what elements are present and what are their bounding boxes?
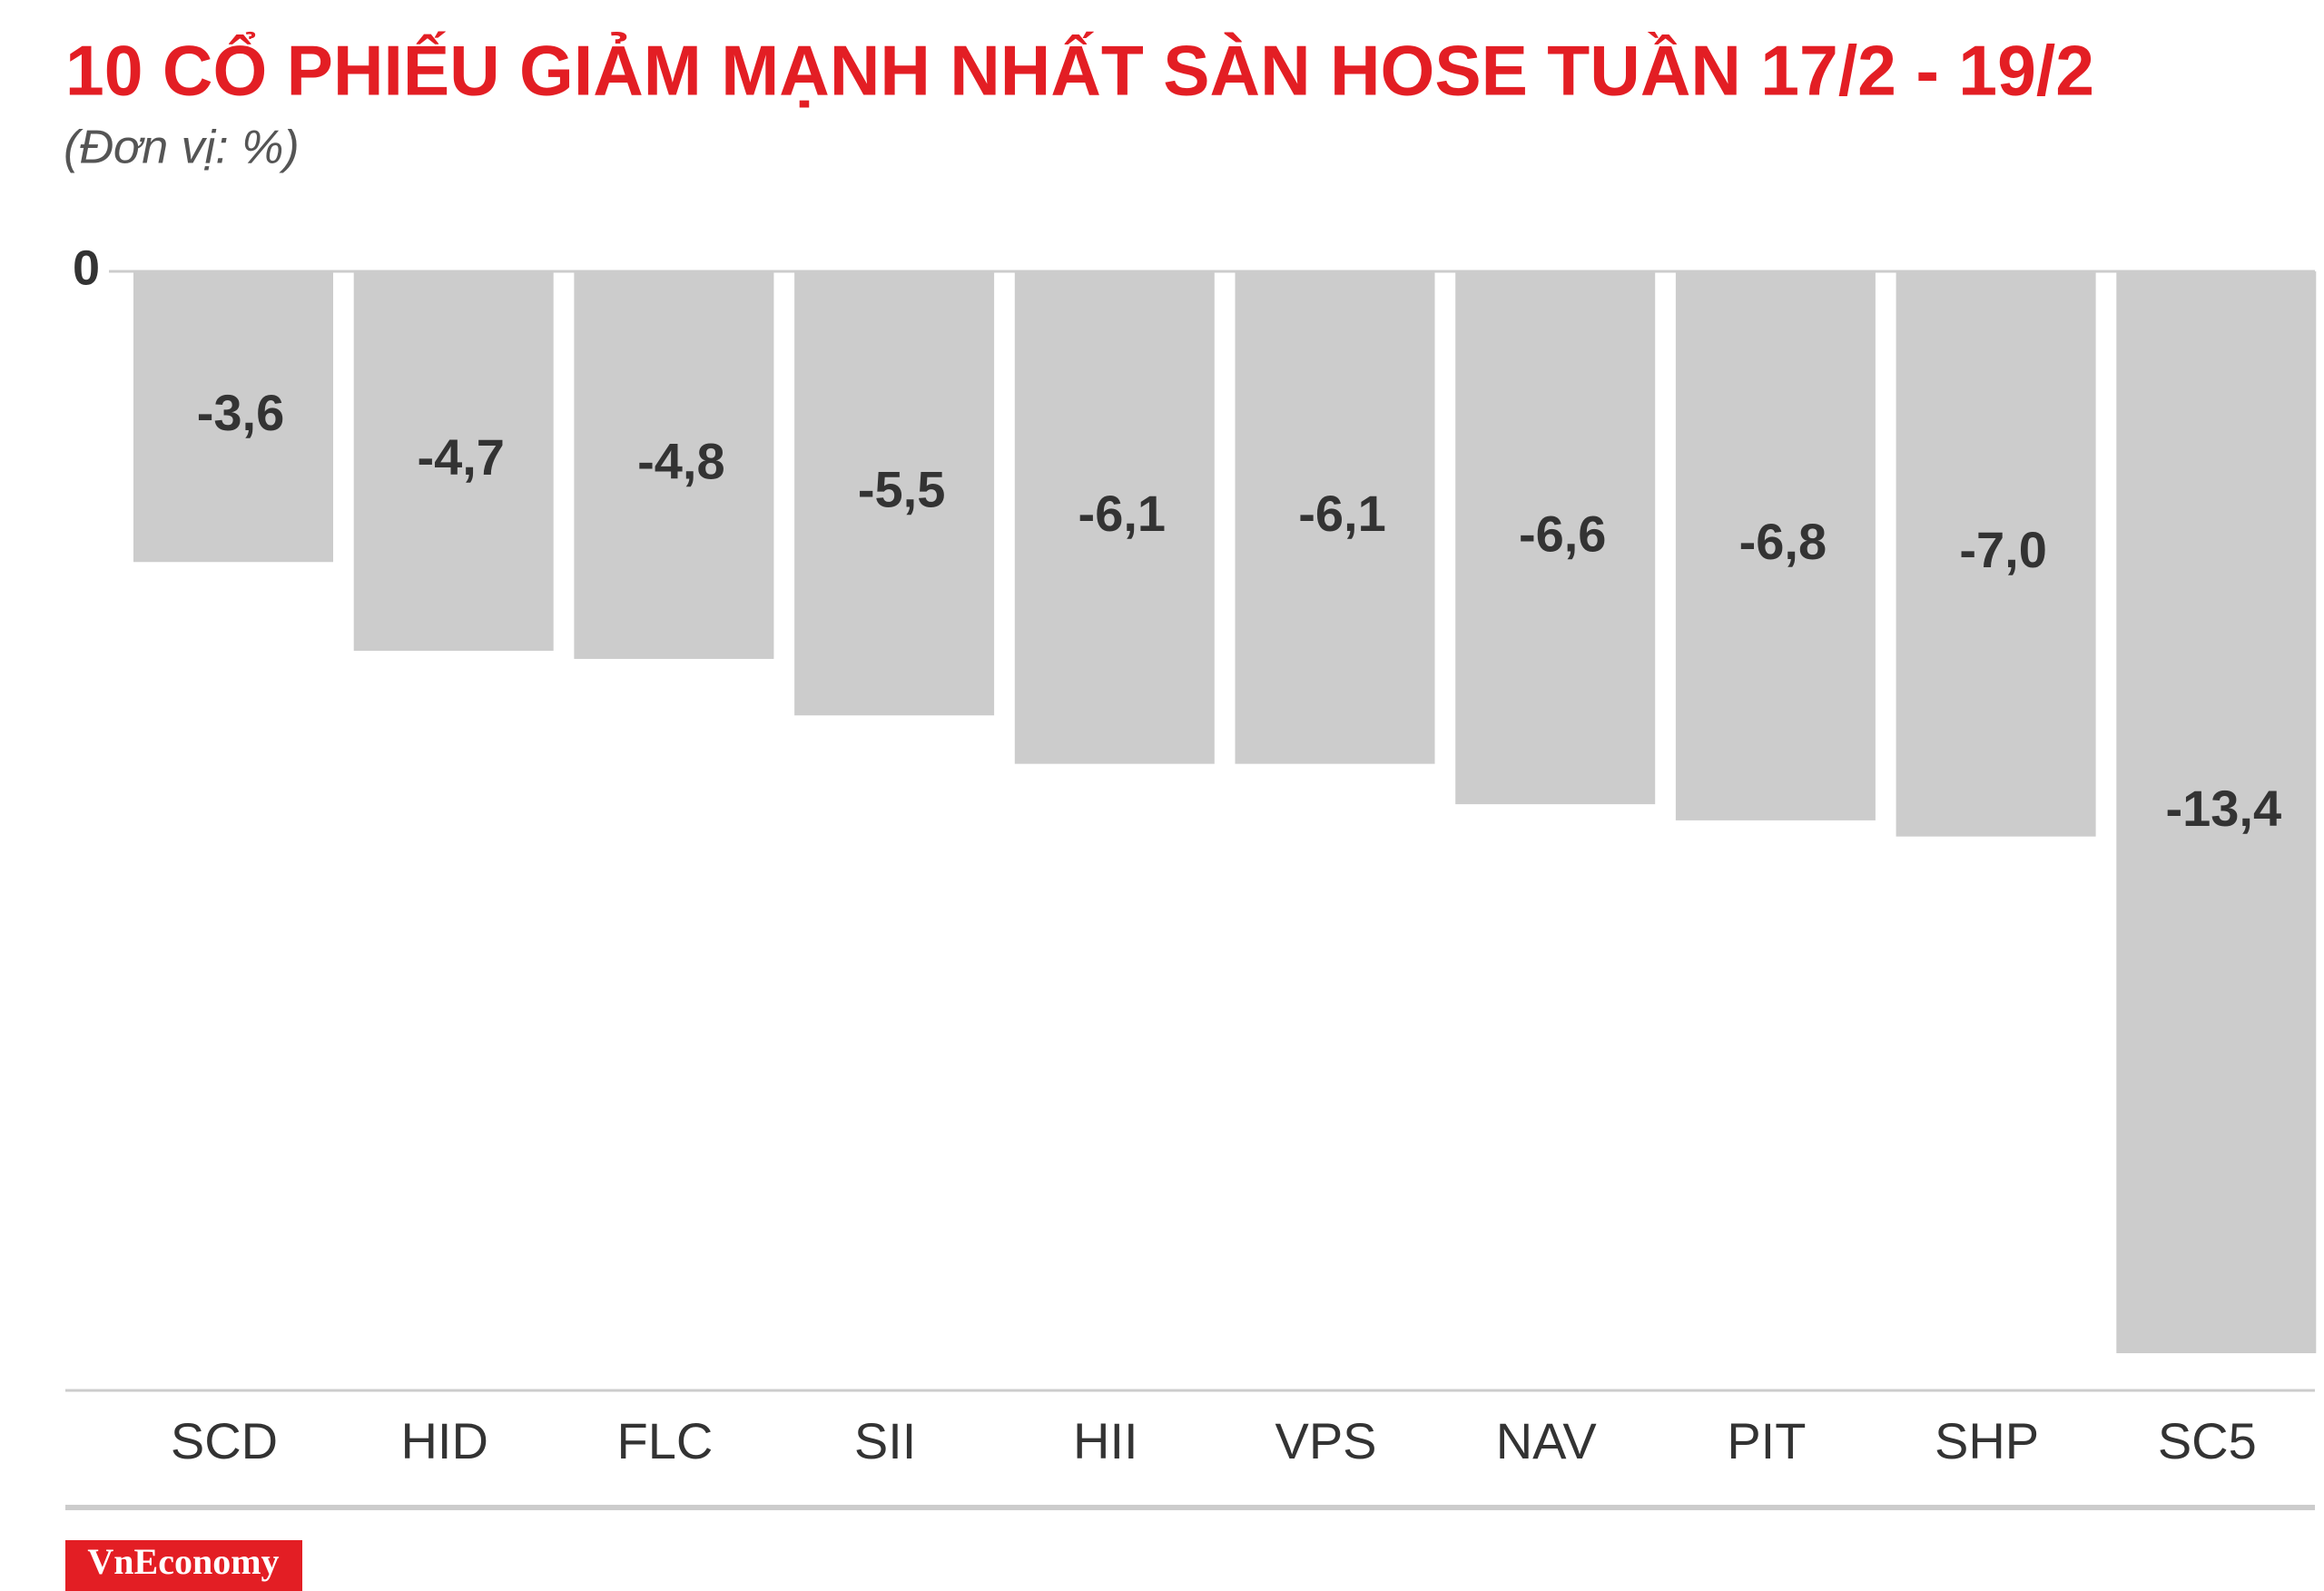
x-tick-label: SC5	[2158, 1412, 2257, 1469]
y-tick-label: 0	[73, 241, 100, 295]
bar	[1235, 271, 1435, 764]
value-label: -4,8	[637, 432, 725, 489]
bar	[1896, 271, 2096, 837]
x-tick-label: SHP	[1935, 1412, 2039, 1469]
bar	[794, 271, 995, 716]
value-label: -6,8	[1739, 513, 1827, 570]
chart-title: 10 CỔ PHIẾU GIẢM MẠNH NHẤT SÀN HOSE TUẦN…	[65, 31, 2094, 111]
bar	[133, 271, 333, 563]
value-label: -13,4	[2165, 780, 2281, 837]
x-tick-label: FLC	[617, 1412, 714, 1469]
logo: VnEconomy	[87, 1541, 279, 1582]
bar	[574, 271, 774, 659]
bar	[2116, 271, 2317, 1353]
bar	[1455, 271, 1656, 805]
bar	[1014, 271, 1215, 764]
x-tick-label: HII	[1073, 1412, 1138, 1469]
value-label: -6,6	[1519, 505, 1607, 562]
logo-box	[65, 1540, 302, 1591]
value-label: -6,1	[1078, 485, 1167, 542]
bar	[353, 271, 554, 652]
x-tick-label: HID	[400, 1412, 487, 1469]
value-label: -4,7	[417, 428, 505, 486]
chart-subtitle: (Đơn vị: %)	[64, 122, 300, 174]
value-label: -5,5	[858, 460, 946, 517]
value-label: -6,1	[1298, 485, 1386, 542]
x-tick-label: NAV	[1496, 1412, 1598, 1469]
value-label: -7,0	[1959, 521, 2047, 578]
x-tick-label: PIT	[1727, 1412, 1806, 1469]
x-tick-label: SCD	[171, 1412, 278, 1469]
x-tick-label: VPS	[1275, 1412, 1376, 1469]
bar	[1675, 271, 1876, 820]
value-label: -3,6	[197, 384, 285, 441]
x-tick-label: SII	[854, 1412, 916, 1469]
